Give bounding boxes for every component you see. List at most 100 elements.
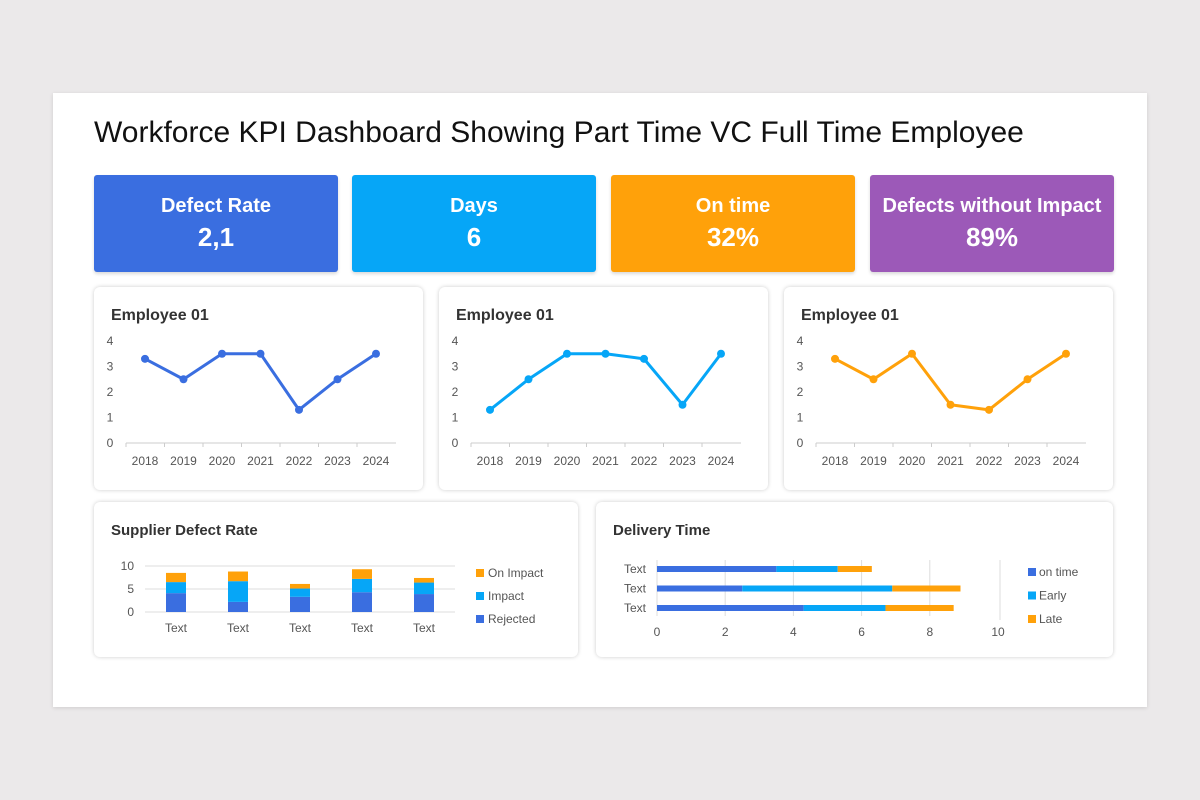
x-tick-label: 2022 [286, 454, 313, 468]
data-point [141, 354, 149, 363]
bar-segment [352, 592, 372, 612]
y-tick-label: 10 [121, 559, 135, 573]
x-tick-label: 0 [654, 625, 661, 639]
x-tick-label: 2024 [363, 454, 390, 468]
delivery-time-card: 0 2 4 6 8 10 Text Text Text on time Early Late Deliv… [596, 502, 1113, 657]
y-tick-label: 3 [797, 360, 804, 374]
chart-title: Employee 01 [111, 307, 209, 324]
bar-segment [885, 605, 954, 611]
x-tick-label: 2023 [324, 454, 351, 468]
bar-segment [290, 583, 310, 589]
legend-label: Early [1039, 589, 1066, 603]
supplier-defect-card: 0 5 10 Text Text Text Text Text On Impact Impact R… [94, 502, 578, 657]
data-point [218, 349, 226, 358]
data-point [717, 349, 725, 358]
y-tick-label: 0 [797, 436, 804, 450]
kpi-value: 89% [965, 222, 1019, 252]
data-point [1023, 375, 1032, 384]
bar-segment [657, 585, 743, 592]
bar-segment [352, 578, 372, 593]
data-point [333, 375, 342, 384]
x-tick-label: 2022 [631, 454, 658, 468]
data-point [524, 375, 533, 384]
x-tick-label: 6 [858, 625, 865, 639]
line-chart-card-3: 0 1 2 3 4 2018 2019 2020 2021 2022 2023 2024 Employe… [784, 287, 1113, 490]
x-tick-label: 2018 [822, 454, 849, 468]
bar-segment [290, 596, 310, 612]
y-tick-label: 3 [452, 360, 459, 374]
data-point [179, 375, 188, 384]
x-tick-label: 2022 [976, 454, 1003, 468]
y-tick-label: 0 [452, 436, 459, 450]
data-point [869, 375, 878, 384]
y-tick-label: 4 [797, 334, 804, 348]
chart-title: Employee 01 [801, 307, 899, 324]
legend-label: Impact [488, 589, 525, 603]
x-tick-label: 8 [926, 625, 933, 639]
x-tick-label: Text [165, 621, 188, 635]
data-point [908, 349, 916, 358]
x-tick-label: 2021 [592, 454, 619, 468]
bar-segment [776, 566, 838, 572]
legend-label: on time [1039, 565, 1079, 579]
bar-segment [228, 571, 248, 582]
x-tick-label: 2019 [860, 454, 887, 468]
data-point [256, 349, 265, 358]
bar-segment [803, 605, 886, 611]
data-point [372, 349, 380, 358]
x-tick-label: 2024 [708, 454, 735, 468]
bar-segment [837, 566, 872, 572]
x-tick-label: 2023 [1014, 454, 1041, 468]
bar-segment [166, 593, 186, 612]
x-tick-label: 2018 [477, 454, 504, 468]
y-tick-label: 0 [127, 605, 134, 619]
bar-segment [228, 581, 248, 602]
x-tick-label: 2018 [132, 454, 159, 468]
x-tick-label: 2019 [170, 454, 197, 468]
data-point [640, 354, 648, 363]
line-chart-card-2: 0 1 2 3 4 2018 2019 2020 2021 2022 2023 2024 Employe… [439, 287, 768, 490]
kpi-defects-without-impact: Defects without Impact 89% [870, 175, 1114, 272]
kpi-label: Defect Rate [160, 195, 272, 217]
data-point [563, 349, 571, 358]
bar-segment [290, 588, 310, 597]
y-tick-label: 4 [452, 334, 459, 348]
y-tick-label: 1 [452, 411, 459, 425]
bar-segment [228, 601, 248, 612]
bar-segment [352, 569, 372, 579]
y-tick-label: Text [624, 582, 647, 596]
chart-title: Employee 01 [456, 307, 554, 324]
legend-swatch [1028, 591, 1036, 600]
x-tick-label: 2019 [515, 454, 542, 468]
chart-title: Delivery Time [613, 522, 711, 539]
data-point [831, 354, 839, 363]
y-tick-label: Text [624, 601, 647, 615]
y-tick-label: 2 [107, 385, 114, 399]
data-point [985, 405, 993, 414]
x-tick-label: 2020 [899, 454, 926, 468]
data-point [946, 400, 955, 409]
kpi-value: 6 [466, 222, 482, 252]
bar-segment [166, 572, 186, 583]
y-tick-label: 1 [107, 411, 114, 425]
x-tick-label: 4 [790, 625, 797, 639]
legend-swatch [1028, 615, 1036, 623]
legend-swatch [476, 592, 484, 600]
series-line [489, 352, 723, 412]
legend-swatch [476, 615, 484, 623]
bar-segment [414, 582, 434, 595]
data-point [486, 405, 494, 414]
line-chart-card-1: 0 1 2 3 4 2018 2019 2020 2021 2022 2023 2024 Employe… [94, 287, 423, 490]
x-tick-label: 2020 [209, 454, 236, 468]
y-tick-label: 3 [107, 360, 114, 374]
y-tick-label: Text [624, 562, 647, 576]
legend-swatch [476, 569, 484, 577]
bar-segment [414, 577, 434, 583]
data-point [601, 349, 610, 358]
x-tick-label: 2 [722, 625, 729, 639]
page-title: Workforce KPI Dashboard Showing Part Tim… [94, 116, 1024, 149]
legend-label: Late [1039, 612, 1063, 626]
bar-segment [892, 585, 961, 592]
kpi-on-time: On time 32% [611, 175, 855, 272]
kpi-value: 32% [706, 222, 760, 252]
